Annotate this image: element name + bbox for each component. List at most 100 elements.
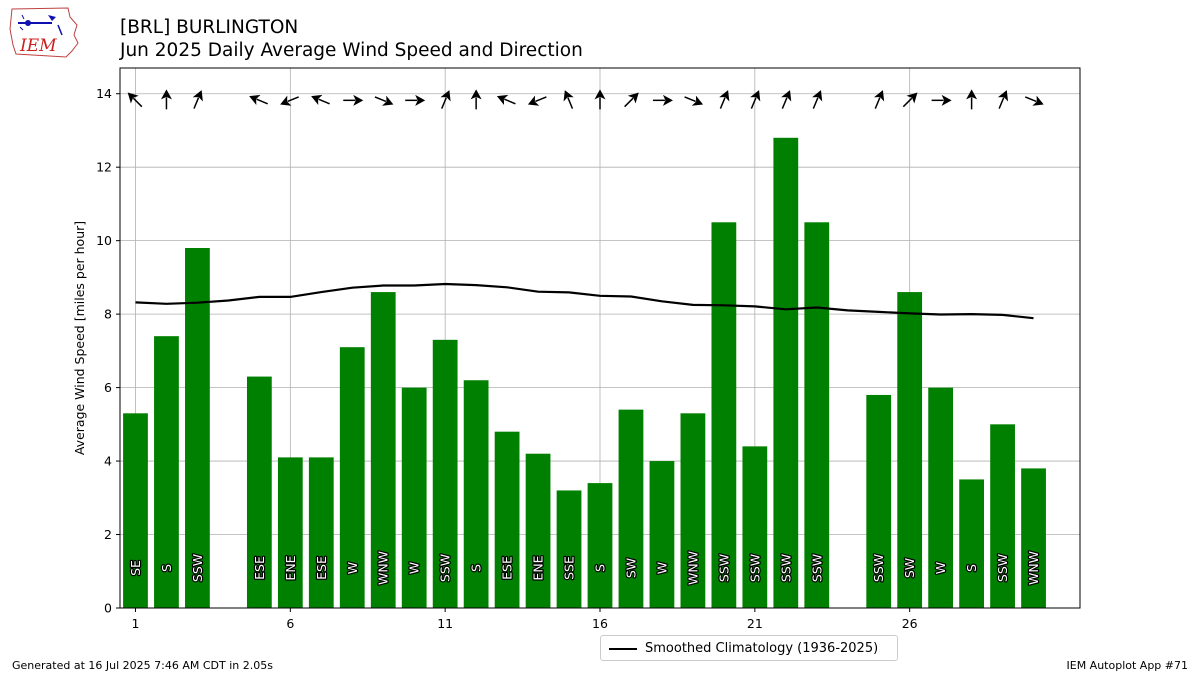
y-tick-label: 6 bbox=[104, 380, 112, 395]
direction-label: SSW bbox=[995, 554, 1010, 582]
legend-line-swatch bbox=[609, 648, 637, 650]
x-tick-label: 1 bbox=[132, 616, 140, 631]
y-tick-label: 14 bbox=[96, 86, 112, 101]
chart-title-station: [BRL] BURLINGTON bbox=[120, 17, 299, 38]
direction-label: SE bbox=[128, 560, 143, 576]
wind-arrow bbox=[812, 90, 823, 109]
wind-arrow bbox=[311, 94, 330, 106]
speed-bar bbox=[649, 461, 675, 608]
wind-arrow bbox=[127, 92, 143, 108]
generated-timestamp: Generated at 16 Jul 2025 7:46 AM CDT in … bbox=[12, 659, 273, 672]
speed-bar bbox=[339, 347, 365, 608]
y-tick-label: 4 bbox=[104, 454, 112, 469]
direction-label: W bbox=[933, 562, 948, 574]
speed-bar bbox=[897, 292, 923, 608]
wind-arrows bbox=[127, 89, 1044, 110]
wind-arrow bbox=[874, 90, 885, 109]
speed-bar bbox=[587, 483, 613, 608]
direction-label: W bbox=[407, 562, 422, 574]
direction-label: ENE bbox=[531, 555, 546, 580]
direction-label: SSW bbox=[809, 554, 824, 582]
direction-labels: SE S SSW ESE ENE ESE W WNW W SSW S ESE ENE SSE S SW W WNW… bbox=[127, 550, 1042, 586]
direction-label: SSW bbox=[747, 554, 762, 582]
speed-bar bbox=[618, 409, 644, 608]
wind-arrow bbox=[192, 90, 203, 109]
y-tick-label: 12 bbox=[96, 160, 112, 175]
speed-bar bbox=[494, 431, 520, 608]
speed-bar bbox=[804, 222, 830, 609]
iem-iowa-logo-icon bbox=[9, 7, 79, 58]
logo-text: IEM bbox=[19, 36, 57, 56]
x-tick-label: 26 bbox=[902, 616, 918, 631]
speed-bar bbox=[959, 479, 984, 608]
climatology-line bbox=[135, 282, 1034, 320]
direction-label: ESE bbox=[314, 556, 329, 580]
speed-bar bbox=[308, 457, 334, 608]
legend: Smoothed Climatology (1936-2025) bbox=[600, 635, 898, 661]
wind-arrow bbox=[440, 90, 451, 109]
y-tick-label: 2 bbox=[104, 527, 112, 542]
speed-bar bbox=[866, 394, 892, 608]
wind-arrow bbox=[902, 92, 918, 108]
speed-bar bbox=[277, 457, 303, 608]
speed-bar bbox=[928, 387, 954, 608]
speed-bar bbox=[432, 339, 458, 608]
wind-arrow bbox=[997, 90, 1009, 109]
chart-title-subtitle: Jun 2025 Daily Average Wind Speed and Di… bbox=[120, 40, 583, 61]
speed-bar bbox=[185, 248, 210, 608]
speed-bar bbox=[742, 446, 768, 608]
y-tick-label: 8 bbox=[104, 307, 112, 322]
x-tick-label: 6 bbox=[286, 616, 294, 631]
speed-bar bbox=[154, 336, 179, 608]
direction-label: ESE bbox=[252, 556, 267, 580]
direction-label: ENE bbox=[283, 555, 298, 580]
wind-arrow bbox=[750, 90, 761, 109]
direction-label: WNW bbox=[1026, 551, 1041, 585]
x-tick-label: 16 bbox=[592, 616, 608, 631]
wind-arrow bbox=[1024, 95, 1044, 106]
wind-arrow bbox=[781, 90, 792, 109]
app-credit: IEM Autoplot App #71 bbox=[1066, 659, 1189, 672]
direction-label: SSW bbox=[716, 554, 731, 582]
wind-arrow bbox=[563, 90, 574, 109]
direction-label: S bbox=[159, 564, 174, 572]
y-tick-label: 10 bbox=[96, 233, 112, 248]
speed-bar bbox=[990, 424, 1015, 608]
wind-arrow bbox=[527, 95, 547, 106]
wind-arrow bbox=[684, 95, 704, 106]
speed-bar bbox=[525, 453, 551, 608]
direction-label: ESE bbox=[500, 556, 515, 580]
wind-arrow bbox=[280, 95, 299, 106]
wind-arrow bbox=[343, 94, 364, 106]
direction-label: SSW bbox=[438, 554, 453, 582]
wind-arrow bbox=[594, 89, 606, 110]
direction-label: SSE bbox=[562, 556, 577, 580]
speed-bars bbox=[123, 137, 1046, 609]
wind-arrow bbox=[405, 94, 426, 106]
speed-bar bbox=[711, 222, 737, 609]
climatology-line-group bbox=[135, 282, 1034, 320]
direction-label: W bbox=[345, 562, 360, 574]
wind-arrow bbox=[470, 89, 482, 110]
wind-arrow bbox=[624, 92, 639, 108]
direction-label: SW bbox=[902, 558, 917, 578]
speed-bar bbox=[773, 137, 799, 609]
wind-arrow bbox=[966, 89, 978, 110]
speed-bar bbox=[401, 387, 427, 608]
y-tick-label: 0 bbox=[104, 601, 112, 616]
speed-bar bbox=[1021, 468, 1046, 608]
wind-arrow bbox=[719, 90, 730, 109]
x-tick-label: 11 bbox=[437, 616, 453, 631]
direction-label: S bbox=[469, 564, 484, 572]
direction-label: SW bbox=[623, 558, 638, 578]
direction-label: WNW bbox=[376, 551, 391, 585]
speed-bar bbox=[463, 380, 489, 608]
direction-label: SSW bbox=[778, 554, 793, 582]
direction-label: WNW bbox=[685, 551, 700, 585]
y-axis-label: Average Wind Speed [miles per hour] bbox=[72, 221, 87, 455]
direction-label: SSW bbox=[871, 554, 886, 582]
wind-arrow bbox=[374, 95, 394, 106]
legend-label: Smoothed Climatology (1936-2025) bbox=[645, 641, 879, 656]
wind-arrow bbox=[160, 89, 172, 110]
